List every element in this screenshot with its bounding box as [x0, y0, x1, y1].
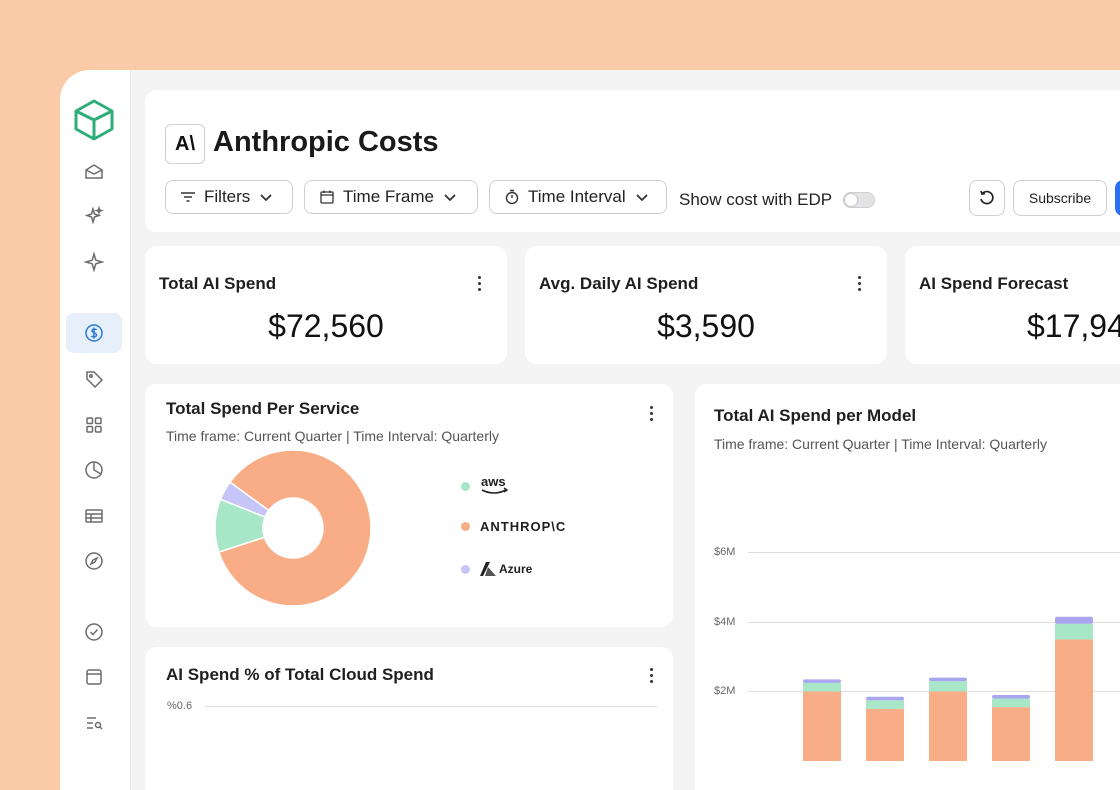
compass-icon[interactable] [66, 541, 122, 581]
stat-title: Total AI Spend [159, 274, 277, 293]
grid-icon[interactable] [66, 405, 122, 445]
primary-action-button[interactable] [1115, 180, 1120, 216]
chevron-down-icon [260, 194, 272, 202]
model-spend-panel: Total AI Spend per Model Time frame: Cur… [695, 384, 1120, 790]
cube-logo-icon[interactable] [72, 98, 116, 142]
edp-toggle[interactable] [843, 192, 875, 208]
bar-segment[interactable] [803, 691, 841, 762]
list-search-icon[interactable] [66, 703, 122, 743]
azure-label: Azure [499, 562, 533, 576]
cloud-spend-panel: AI Spend % of Total Cloud Spend %0.6 [145, 647, 673, 790]
toggle-knob [845, 194, 857, 206]
pie-chart-icon[interactable] [66, 450, 122, 490]
azure-logo: Azure [480, 562, 532, 576]
refresh-icon [980, 190, 994, 205]
gridline [748, 552, 1120, 553]
service-spend-panel: Total Spend Per Service Time frame: Curr… [145, 384, 673, 627]
panel-title: AI Spend % of Total Cloud Spend [166, 665, 434, 684]
time-interval-button[interactable]: Time Interval [489, 180, 667, 214]
gridline [205, 706, 657, 707]
time-interval-label: Time Interval [528, 187, 626, 206]
time-frame-button[interactable]: Time Frame [304, 180, 478, 214]
legend-item-azure: Azure [461, 562, 532, 576]
gridline [748, 622, 1120, 623]
bar-segment[interactable] [992, 698, 1030, 708]
bar-segment[interactable] [1055, 623, 1093, 640]
filters-button[interactable]: Filters [165, 180, 293, 214]
more-options-icon[interactable] [648, 406, 654, 426]
stat-value: $3,590 [657, 308, 755, 344]
pie-slice-anthropc[interactable] [217, 449, 372, 607]
stat-card-avg-daily-ai-spend: Avg. Daily AI Spend $3,590 [525, 246, 887, 364]
legend-item-aws: aws [461, 474, 512, 498]
bar-segment[interactable] [929, 677, 967, 682]
time-frame-label: Time Frame [343, 187, 434, 206]
bar-segment[interactable] [1055, 616, 1093, 624]
y-axis-tick: $2M [714, 685, 736, 697]
y-axis-tick: %0.6 [167, 700, 193, 712]
header-card: A\ Anthropic Costs Filters Time Frame Ti… [145, 90, 1120, 232]
stat-title: AI Spend Forecast [919, 274, 1069, 293]
legend-dot [461, 481, 470, 491]
bar-segment[interactable] [866, 700, 904, 709]
chevron-down-icon [444, 194, 456, 202]
bar-segment[interactable] [1055, 639, 1093, 761]
stat-title: Avg. Daily AI Spend [539, 274, 699, 293]
more-options-icon[interactable] [476, 276, 482, 296]
stat-card-total-ai-spend: Total AI Spend $72,560 [145, 246, 507, 364]
panel-title: Total AI Spend per Model [714, 406, 917, 425]
service-donut-chart [214, 449, 372, 607]
stopwatch-icon [505, 189, 519, 205]
panel-subtitle: Time frame: Current Quarter | Time Inter… [714, 436, 1047, 452]
calendar-icon [320, 190, 334, 204]
app-window: A\ Anthropic Costs Filters Time Frame Ti… [60, 70, 1120, 790]
page-title: Anthropic Costs [213, 126, 439, 158]
pie-slice-azure[interactable] [219, 481, 270, 518]
star-icon[interactable] [66, 242, 122, 282]
model-stacked-bar-chart [803, 616, 1093, 762]
azure-icon [480, 562, 496, 576]
window-icon[interactable] [66, 657, 122, 697]
more-options-icon[interactable] [856, 276, 862, 296]
filters-label: Filters [204, 187, 251, 206]
bar-segment[interactable] [803, 679, 841, 683]
sidebar [60, 70, 131, 790]
panel-title: Total Spend Per Service [166, 399, 360, 418]
sparkles-icon[interactable] [66, 196, 122, 236]
bar-segment[interactable] [992, 694, 1030, 699]
aws-logo: aws [481, 474, 509, 494]
y-axis-tick: $6M [714, 546, 736, 558]
dollar-icon[interactable] [66, 313, 122, 353]
bar-segment[interactable] [929, 691, 967, 762]
legend-dot [461, 564, 470, 574]
legend-item-anthropic: ANTHROP\C [461, 519, 566, 534]
svg-text:aws: aws [481, 474, 506, 489]
refresh-button[interactable] [969, 180, 1005, 216]
inbox-icon[interactable] [66, 152, 122, 192]
legend-dot [461, 522, 470, 531]
stat-value: $17,94 [1027, 308, 1120, 344]
panel-subtitle: Time frame: Current Quarter | Time Inter… [166, 428, 499, 444]
tag-icon[interactable] [66, 359, 122, 399]
chevron-down-icon [635, 194, 648, 202]
more-options-icon[interactable] [648, 668, 654, 688]
table-icon[interactable] [66, 496, 122, 536]
anthropic-wordmark: ANTHROP\C [480, 519, 567, 534]
y-axis-tick: $4M [714, 616, 736, 628]
edp-toggle-label: Show cost with EDP [679, 190, 833, 209]
bar-segment[interactable] [929, 681, 967, 692]
stat-card-ai-spend-forecast: AI Spend Forecast $17,94 [905, 246, 1120, 364]
bar-segment[interactable] [992, 707, 1030, 761]
filter-icon [181, 192, 195, 202]
bar-segment[interactable] [866, 708, 904, 761]
stat-value: $72,560 [268, 308, 384, 344]
bar-segment[interactable] [866, 696, 904, 701]
subscribe-button[interactable]: Subscribe [1013, 180, 1107, 216]
anthropic-logo: A\ [165, 124, 205, 164]
bar-segment[interactable] [803, 682, 841, 692]
badge-check-icon[interactable] [66, 612, 122, 652]
